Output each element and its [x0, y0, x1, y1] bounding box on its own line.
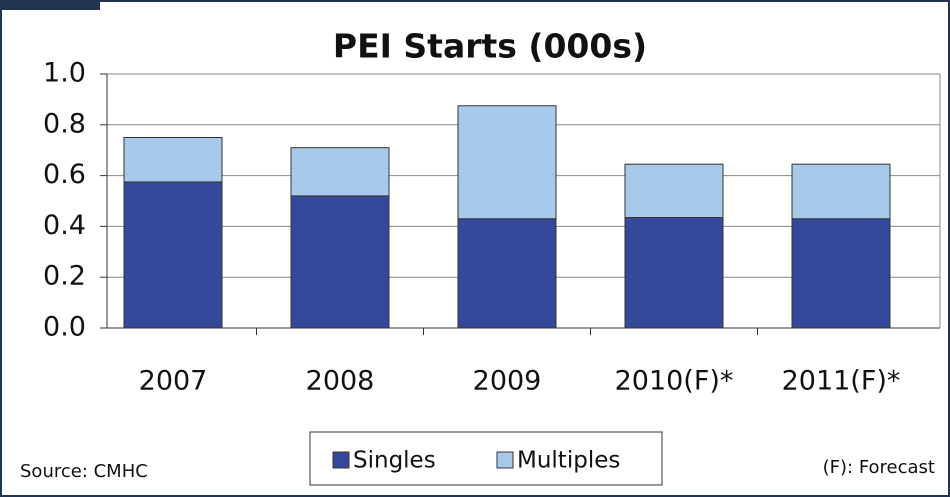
legend-swatch [496, 451, 514, 469]
y-tick-label: 0.0 [43, 312, 86, 343]
x-tick-label: 2010(F)* [615, 366, 734, 397]
legend-label: Singles [353, 448, 436, 474]
bar-segment [290, 195, 390, 329]
source: Source: CMHC [20, 461, 148, 482]
x-tick-label: 2011(F)* [782, 366, 901, 397]
legend-box [309, 431, 663, 486]
bar-segment [457, 105, 557, 220]
tab [0, 0, 100, 10]
chart-title: PEI Starts (000s) [333, 27, 647, 66]
bar-segment [457, 218, 557, 329]
x-tick-label: 2009 [473, 366, 542, 397]
note: (F): Forecast [823, 457, 935, 478]
bar-segment [290, 147, 390, 197]
bar-segment [791, 163, 891, 220]
y-tick-label: 0.2 [43, 261, 86, 292]
bar-segment [624, 163, 724, 219]
legend-label: Multiples [517, 448, 620, 474]
x-tick-label: 2007 [139, 366, 208, 397]
bar-segment [624, 217, 724, 329]
legend-swatch [332, 451, 350, 469]
y-tick-label: 1.0 [43, 58, 86, 89]
bar-segment [791, 218, 891, 329]
y-tick-label: 0.6 [43, 159, 86, 190]
y-tick-label: 0.8 [43, 108, 86, 139]
x-tick-label: 2008 [306, 366, 375, 397]
bar-segment [123, 181, 223, 329]
y-tick-label: 0.4 [43, 210, 86, 241]
bar-segment [123, 137, 223, 183]
